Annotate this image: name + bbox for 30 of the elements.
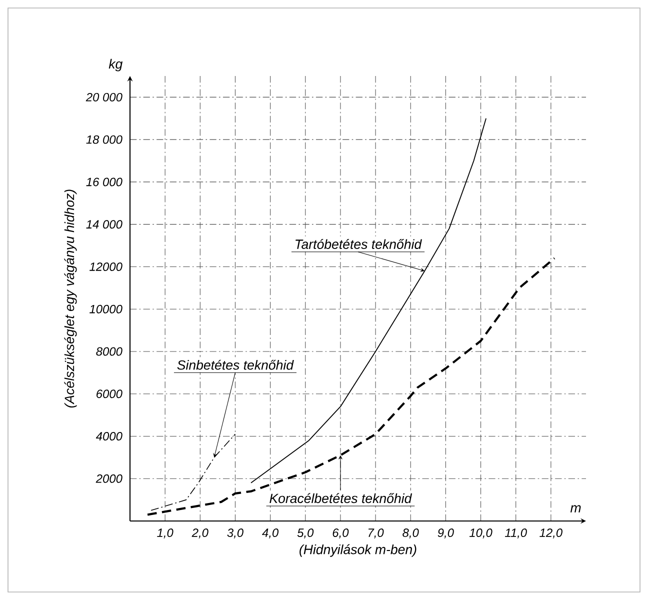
x-tick-label: 10,0 bbox=[469, 528, 492, 538]
y-tick-label: 14 000 bbox=[86, 220, 122, 229]
x-tick-label: 5,0 bbox=[297, 528, 314, 538]
series-label: Tartóbetétes teknőhid bbox=[296, 239, 422, 249]
text: Sinbetétes teknőhid bbox=[177, 360, 294, 370]
x-tick-label: 1,0 bbox=[157, 528, 174, 538]
x-tick-label: 4,0 bbox=[262, 528, 279, 538]
x-tick-label: 8,0 bbox=[402, 528, 419, 538]
y-tick-label: 2000 bbox=[96, 474, 122, 483]
y-axis-title: (Acélszükséglet egy vágányu hidhoz) bbox=[64, 190, 77, 408]
y-tick-label: 16 000 bbox=[86, 178, 122, 186]
y-tick-label: 10000 bbox=[90, 304, 122, 314]
x-tick-label: 9,0 bbox=[438, 528, 454, 538]
x-tick-label: 2,0 bbox=[192, 528, 208, 538]
x-tick-label: 3,0 bbox=[227, 528, 244, 538]
y-tick-label: 8000 bbox=[96, 347, 122, 356]
series-label: Koracélbetétes teknőhid bbox=[270, 493, 412, 504]
line-series bbox=[146, 257, 556, 516]
x-tick-label: 7,0 bbox=[368, 528, 384, 538]
x-tick-label: 6,0 bbox=[332, 528, 349, 538]
y-tick-label: 18 000 bbox=[86, 135, 122, 144]
y-tick-label: 6000 bbox=[96, 390, 122, 398]
x-axis-title: (Hidnyilások m-ben) bbox=[300, 544, 416, 557]
x-tick-label: 11,0 bbox=[504, 528, 527, 538]
annotation: m bbox=[570, 505, 581, 512]
text: kg bbox=[108, 58, 123, 72]
x-tick-label: 12,0 bbox=[540, 528, 562, 538]
y-tick-label: 4000 bbox=[96, 432, 122, 440]
y-tick-label: 12000 bbox=[90, 262, 122, 271]
y-tick-label: 20 000 bbox=[86, 92, 122, 102]
